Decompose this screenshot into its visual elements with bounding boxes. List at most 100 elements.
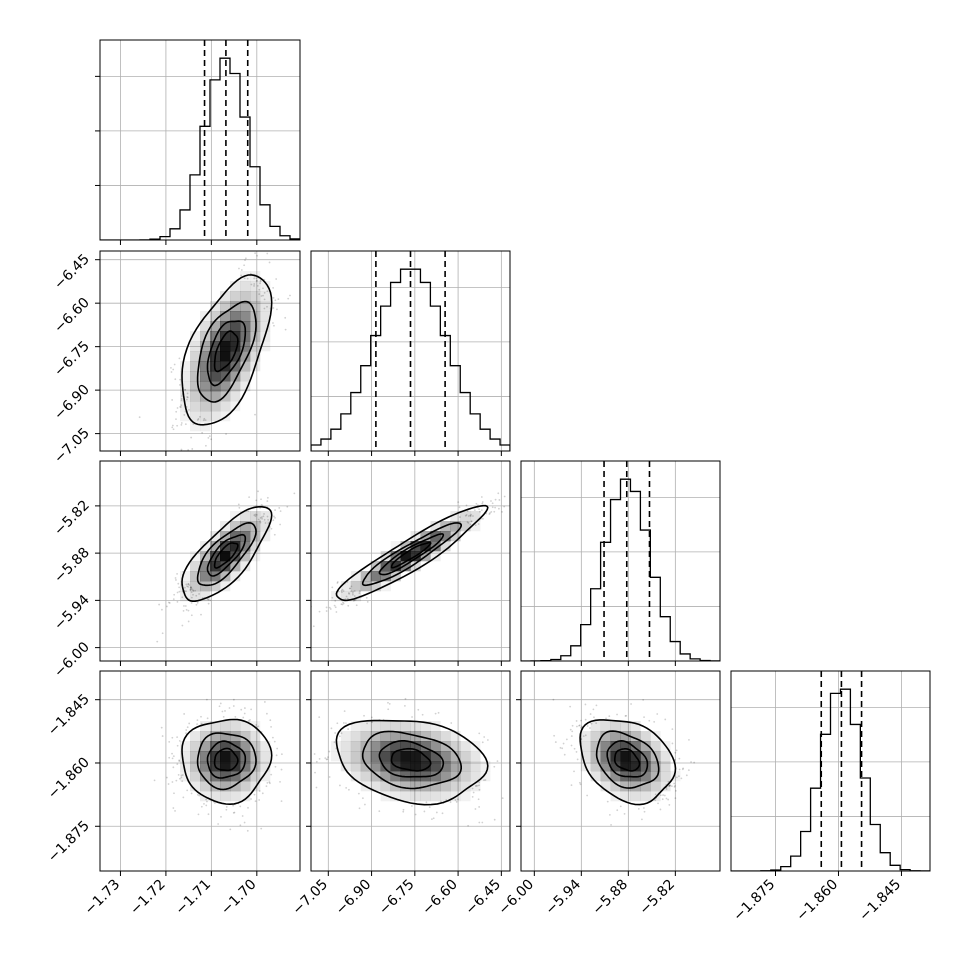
x-tick-label: −7.05 — [289, 877, 331, 919]
density-cell — [200, 731, 211, 742]
contour-level — [606, 739, 649, 778]
sample-point — [247, 806, 249, 809]
sample-point — [503, 505, 506, 508]
sample-point — [498, 507, 500, 510]
sample-point — [348, 592, 350, 594]
sample-point — [165, 776, 168, 779]
density-cell — [190, 591, 201, 602]
sample-point — [228, 707, 231, 709]
density-cell — [360, 721, 371, 732]
sample-point — [243, 277, 246, 280]
sample-point — [331, 596, 334, 599]
density-cell — [220, 411, 231, 422]
sample-point — [315, 786, 318, 789]
sample-point — [272, 519, 275, 522]
sample-point — [467, 522, 470, 524]
sample-point — [458, 506, 461, 509]
sample-point — [562, 742, 565, 745]
density-cell — [350, 751, 362, 762]
sample-point — [253, 285, 255, 287]
sample-point — [225, 808, 228, 811]
sample-point — [243, 821, 246, 824]
sample-point — [239, 805, 242, 808]
sample-point — [268, 782, 271, 785]
sample-point — [619, 805, 622, 808]
sample-point — [358, 592, 361, 595]
sample-point — [303, 760, 305, 762]
sample-point — [208, 435, 211, 438]
sample-point — [428, 806, 431, 809]
density-cell — [610, 721, 621, 732]
sample-point — [247, 510, 250, 512]
density-cell — [460, 511, 471, 522]
sample-point — [257, 725, 260, 728]
density-cell — [250, 291, 261, 302]
sample-point — [197, 813, 200, 816]
sample-point — [325, 606, 328, 609]
density-cell — [210, 341, 221, 352]
sample-point — [466, 521, 469, 523]
sample-point — [333, 741, 336, 744]
sample-point — [196, 419, 199, 421]
sample-point — [387, 701, 389, 704]
density-cell — [210, 401, 221, 412]
density-cell — [240, 561, 251, 572]
density-cell — [190, 761, 201, 772]
sample-point — [569, 705, 572, 708]
sample-point — [294, 618, 296, 620]
density-cell — [200, 401, 211, 412]
sample-point — [351, 593, 354, 596]
histogram-steps — [731, 688, 930, 871]
sample-point — [181, 596, 184, 599]
sample-point — [207, 436, 210, 439]
sample-point — [240, 708, 243, 711]
density-cell — [250, 731, 261, 742]
sample-point — [675, 776, 678, 779]
sample-point — [262, 515, 265, 518]
sample-point — [318, 610, 321, 613]
sample-point — [481, 502, 484, 505]
sample-point — [358, 590, 361, 593]
sample-point — [340, 732, 343, 735]
sample-point — [490, 500, 492, 502]
sample-point — [678, 757, 681, 760]
y-tick-label: −1.860 — [45, 754, 93, 802]
sample-point — [431, 818, 433, 821]
density-cell — [440, 781, 451, 792]
sample-point — [616, 809, 619, 812]
density-cell — [230, 771, 241, 782]
sample-point — [493, 765, 496, 768]
sample-point — [678, 775, 680, 778]
density-cell — [180, 771, 191, 782]
density-cell — [430, 551, 441, 562]
sample-point — [378, 810, 381, 813]
sample-point — [328, 750, 331, 753]
density-cell — [210, 321, 221, 332]
sample-point — [488, 513, 491, 515]
sample-point — [179, 378, 182, 381]
sample-point — [178, 777, 181, 780]
sample-point — [580, 726, 582, 729]
sample-point — [475, 502, 478, 505]
sample-point — [668, 784, 671, 787]
sample-point — [263, 307, 266, 310]
sample-point — [326, 758, 329, 761]
scatter-panel-2-1 — [294, 460, 511, 666]
density-cell — [650, 741, 661, 752]
sample-point — [576, 758, 579, 761]
sample-point — [674, 789, 677, 792]
sample-point — [266, 496, 269, 499]
sample-point — [554, 741, 557, 743]
sample-point — [571, 730, 574, 733]
sample-point — [289, 294, 291, 297]
density-cell — [220, 741, 231, 752]
sample-point — [561, 747, 564, 750]
sample-point — [341, 588, 344, 591]
sample-point — [501, 510, 503, 513]
y-tick-label: −1.845 — [45, 691, 93, 739]
sample-point — [457, 501, 460, 504]
sample-point — [489, 512, 491, 514]
sample-point — [527, 767, 529, 769]
sample-point — [355, 604, 358, 607]
density-cell — [620, 781, 631, 792]
